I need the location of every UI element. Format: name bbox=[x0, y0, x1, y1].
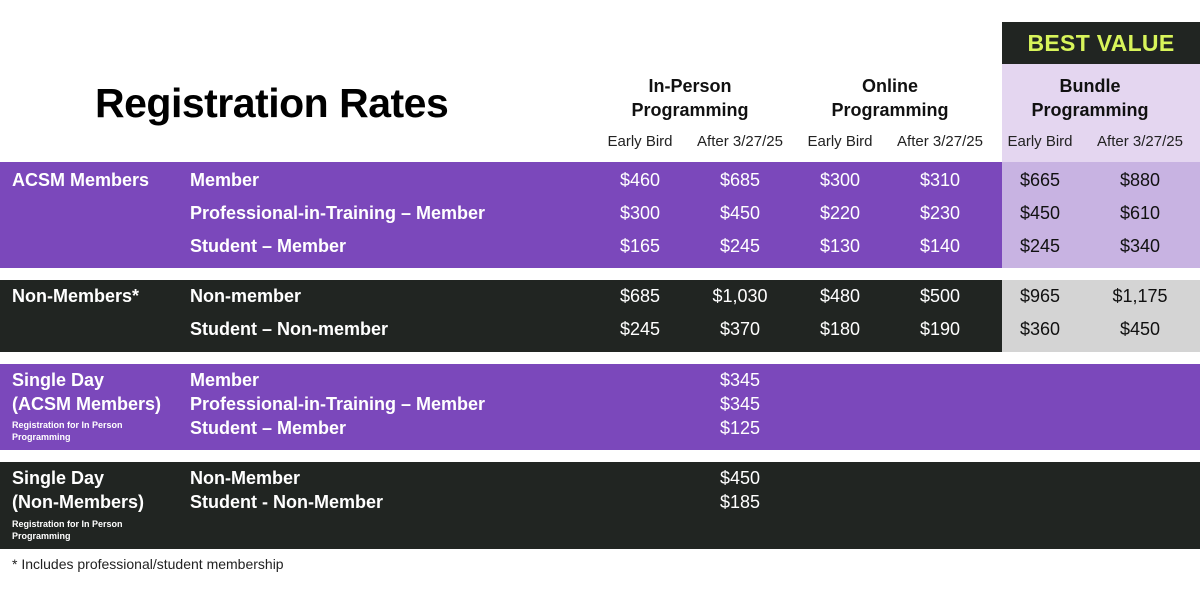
category-label: ACSM Members bbox=[12, 170, 150, 190]
category-label: Single Day bbox=[12, 468, 105, 488]
row-label: Professional-in-Training – Member bbox=[190, 394, 486, 414]
price-cell: $610 bbox=[1119, 203, 1161, 223]
bundle-header-background bbox=[1002, 64, 1200, 162]
group-header-bundle: Bundle Programming bbox=[990, 74, 1190, 122]
page-title: Registration Rates bbox=[95, 80, 449, 126]
price-cell: $665 bbox=[1019, 170, 1061, 190]
footnote: * Includes professional/student membersh… bbox=[12, 556, 284, 572]
row-label: Student - Non-Member bbox=[190, 492, 383, 512]
price-cell: $370 bbox=[719, 319, 761, 339]
price-cell: $345 bbox=[719, 370, 761, 390]
sub-header: Early Bird bbox=[607, 133, 673, 150]
non-members-bundle-cell bbox=[1002, 280, 1200, 352]
price-cell: $245 bbox=[719, 236, 761, 256]
category-label: Non-Members* bbox=[12, 286, 140, 306]
category-note: Registration for In Person bbox=[12, 420, 123, 430]
price-cell: $685 bbox=[719, 170, 761, 190]
group-header-line: In-Person bbox=[648, 76, 732, 96]
price-cell: $685 bbox=[619, 286, 661, 306]
group-header-line: Online bbox=[861, 76, 918, 96]
category-label: (Non-Members) bbox=[12, 492, 145, 512]
group-header-line: Programming bbox=[631, 100, 749, 120]
group-header-line: Bundle bbox=[1059, 76, 1121, 96]
non-members-section bbox=[0, 280, 1200, 352]
price-cell: $245 bbox=[619, 319, 661, 339]
price-cell: $245 bbox=[1019, 236, 1061, 256]
price-cell: $165 bbox=[619, 236, 661, 256]
price-cell: $220 bbox=[819, 203, 861, 223]
single-day-acsm-section bbox=[0, 364, 1200, 450]
row-label: Member bbox=[190, 370, 260, 390]
price-cell: $450 bbox=[719, 468, 761, 488]
price-cell: $190 bbox=[919, 319, 961, 339]
group-header-line: Programming bbox=[1031, 100, 1149, 120]
best-value-badge: BEST VALUE bbox=[1002, 22, 1200, 64]
category-label: (ACSM Members) bbox=[12, 394, 162, 414]
category-note: Programming bbox=[12, 432, 71, 442]
acsm-bundle-cell bbox=[1002, 162, 1200, 268]
price-cell: $450 bbox=[1119, 319, 1161, 339]
category-note: Registration for In Person bbox=[12, 519, 123, 529]
price-cell: $450 bbox=[719, 203, 761, 223]
price-cell: $500 bbox=[919, 286, 961, 306]
price-cell: $340 bbox=[1119, 236, 1161, 256]
sub-header: Early Bird bbox=[1007, 133, 1073, 150]
price-cell: $185 bbox=[719, 492, 761, 512]
price-cell: $1,175 bbox=[1112, 286, 1168, 306]
sub-header: After 3/27/25 bbox=[1097, 133, 1183, 150]
price-cell: $300 bbox=[619, 203, 661, 223]
price-cell: $360 bbox=[1019, 319, 1061, 339]
price-cell: $450 bbox=[1019, 203, 1061, 223]
price-cell: $310 bbox=[919, 170, 961, 190]
row-label: Student – Member bbox=[190, 236, 347, 256]
price-cell: $180 bbox=[819, 319, 861, 339]
price-cell: $125 bbox=[719, 418, 761, 438]
row-label: Non-member bbox=[190, 286, 302, 306]
price-cell: $230 bbox=[919, 203, 961, 223]
price-cell: $965 bbox=[1019, 286, 1061, 306]
group-header-line: Programming bbox=[831, 100, 949, 120]
row-label: Professional-in-Training – Member bbox=[190, 203, 486, 223]
price-cell: $1,030 bbox=[712, 286, 768, 306]
single-day-non-members-section bbox=[0, 462, 1200, 549]
row-label: Member bbox=[190, 170, 260, 190]
acsm-members-section bbox=[0, 162, 1200, 268]
sub-header: After 3/27/25 bbox=[697, 133, 783, 150]
price-cell: $130 bbox=[819, 236, 861, 256]
row-label: Student – Member bbox=[190, 418, 347, 438]
price-cell: $300 bbox=[819, 170, 861, 190]
price-cell: $460 bbox=[619, 170, 661, 190]
sub-header: Early Bird bbox=[807, 133, 873, 150]
category-note: Programming bbox=[12, 531, 71, 541]
row-label: Non-Member bbox=[190, 468, 301, 488]
sub-header: After 3/27/25 bbox=[897, 133, 983, 150]
group-header-online: Online Programming bbox=[790, 74, 990, 122]
row-label: Student – Non-member bbox=[190, 319, 389, 339]
price-cell: $880 bbox=[1119, 170, 1161, 190]
price-cell: $140 bbox=[919, 236, 961, 256]
group-header-in-person: In-Person Programming bbox=[590, 74, 790, 122]
price-cell: $345 bbox=[719, 394, 761, 414]
price-cell: $480 bbox=[819, 286, 861, 306]
category-label: Single Day bbox=[12, 370, 105, 390]
